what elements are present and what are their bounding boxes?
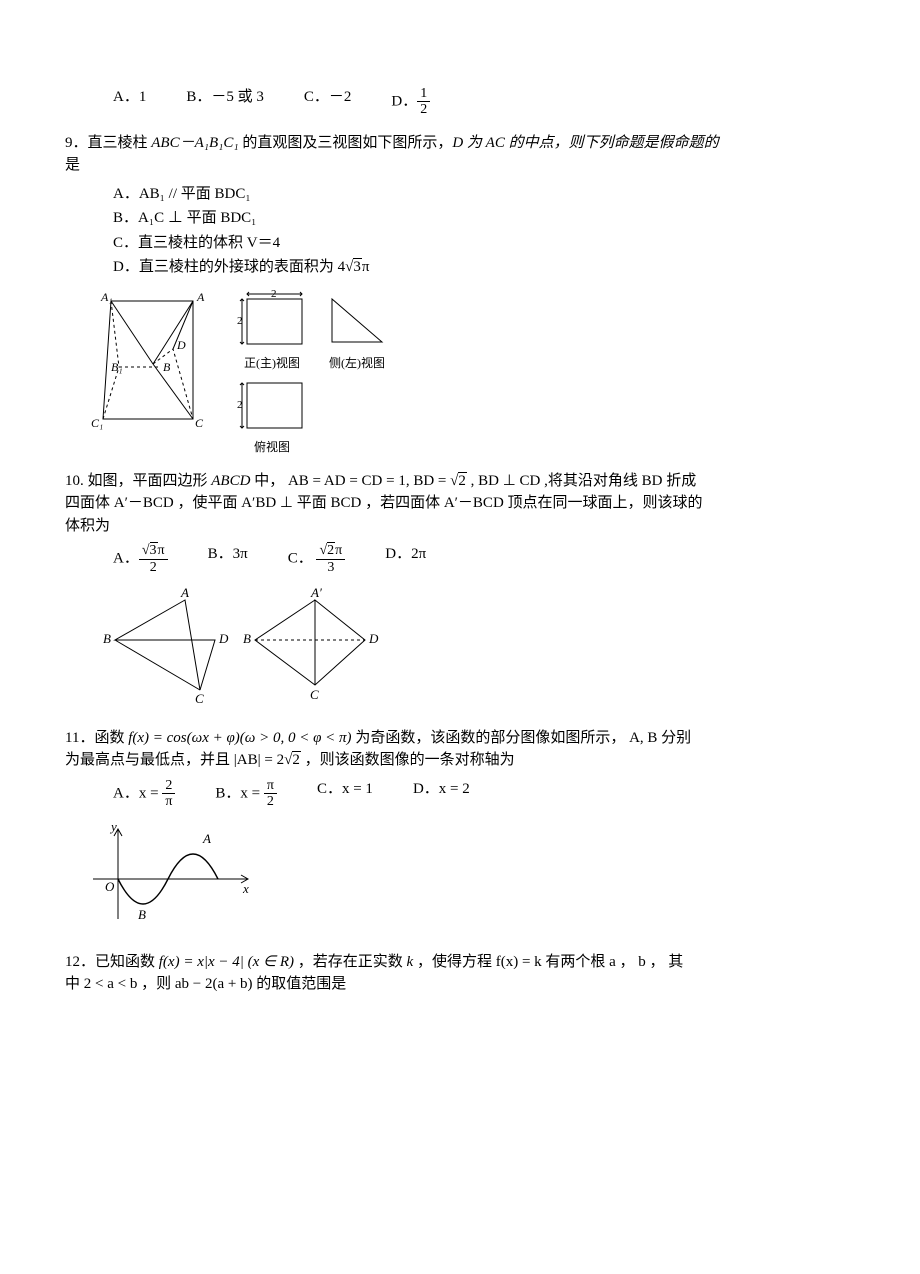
q8-options: A．1 B．－5 或 3 C．－2 D．12	[65, 86, 855, 118]
opt-b: B．x = π2	[215, 778, 277, 810]
svg-text:A: A	[196, 290, 205, 304]
svg-text:O: O	[105, 879, 115, 894]
svg-text:2: 2	[237, 315, 243, 327]
q10: 10. 如图，平面四边形 ABCD 中， AB = AD = CD = 1, B…	[65, 470, 855, 713]
svg-text:D: D	[368, 631, 379, 646]
q9: 9．直三棱柱 ABC－A₁B₁C₁ 的直观图及三视图如下图所示，D 为 AC 的…	[65, 132, 855, 456]
opt-d: D．2π	[385, 543, 426, 575]
q12: 12．已知函数 f(x) = x|x − 4| (x ∈ R) ，若存在正实数 …	[65, 951, 855, 996]
svg-text:C: C	[195, 691, 204, 706]
q10-options: A．3π2 B．3π C． 2π3 D．2π	[65, 543, 855, 575]
opt-b: B．3π	[208, 543, 248, 575]
svg-text:B: B	[138, 907, 146, 922]
opt-a: A．x = 2π	[113, 778, 175, 810]
q9-opt-c: C．直三棱柱的体积 V＝4	[113, 232, 855, 255]
opt-c: C．x = 1	[317, 778, 373, 810]
opt-a: A．1	[113, 86, 146, 118]
svg-text:C: C	[310, 687, 319, 702]
opt-c: C．－2	[304, 86, 352, 118]
q9-opt-a: A．AB₁ // 平面 BDC₁	[113, 183, 855, 206]
q11-options: A．x = 2π B．x = π2 C．x = 1 D．x = 2	[65, 778, 855, 810]
svg-text:B: B	[163, 360, 171, 374]
svg-text:D: D	[176, 338, 186, 352]
q9-prism-icon: A₁ A B₁ B D C₁ C	[83, 289, 213, 439]
opt-d: D．12	[391, 86, 430, 118]
svg-text:x: x	[242, 881, 249, 896]
svg-text:D: D	[218, 631, 229, 646]
svg-text:B₁: B₁	[111, 360, 123, 374]
svg-text:B: B	[103, 631, 111, 646]
svg-text:A: A	[202, 831, 211, 846]
q11-figure: y x O A B	[83, 819, 263, 929]
q11: 11．函数 f(x) = cos(ωx + φ)(ω > 0, 0 < φ < …	[65, 727, 855, 937]
svg-text:y: y	[109, 819, 117, 834]
svg-text:A: A	[180, 585, 189, 600]
q9-options: A．AB₁ // 平面 BDC₁ B．A₁C ⊥ 平面 BDC₁ C．直三棱柱的…	[65, 183, 855, 279]
svg-text:B: B	[243, 631, 251, 646]
opt-a: A．3π2	[113, 543, 168, 575]
q9-opt-d: D．直三棱柱的外接球的表面积为 43π	[113, 256, 855, 279]
opt-d: D．x = 2	[413, 778, 470, 810]
svg-text:2: 2	[237, 399, 243, 411]
q9-opt-b: B．A₁C ⊥ 平面 BDC₁	[113, 207, 855, 230]
svg-text:A₁: A₁	[100, 290, 113, 304]
opt-b: B．－5 或 3	[186, 86, 264, 118]
svg-text:C₁: C₁	[91, 416, 103, 430]
svg-text:A′: A′	[310, 585, 322, 600]
opt-c: C． 2π3	[288, 543, 346, 575]
svg-text:C: C	[195, 416, 204, 430]
q9-three-views: 2 2 正(主)视图 侧(左)视图 2	[237, 289, 387, 456]
svg-text:2: 2	[271, 288, 277, 300]
q9-figures: A₁ A B₁ B D C₁ C 2 2 正(主)视图	[83, 289, 855, 456]
q10-figure: A B D C A′ B D C	[95, 585, 415, 705]
